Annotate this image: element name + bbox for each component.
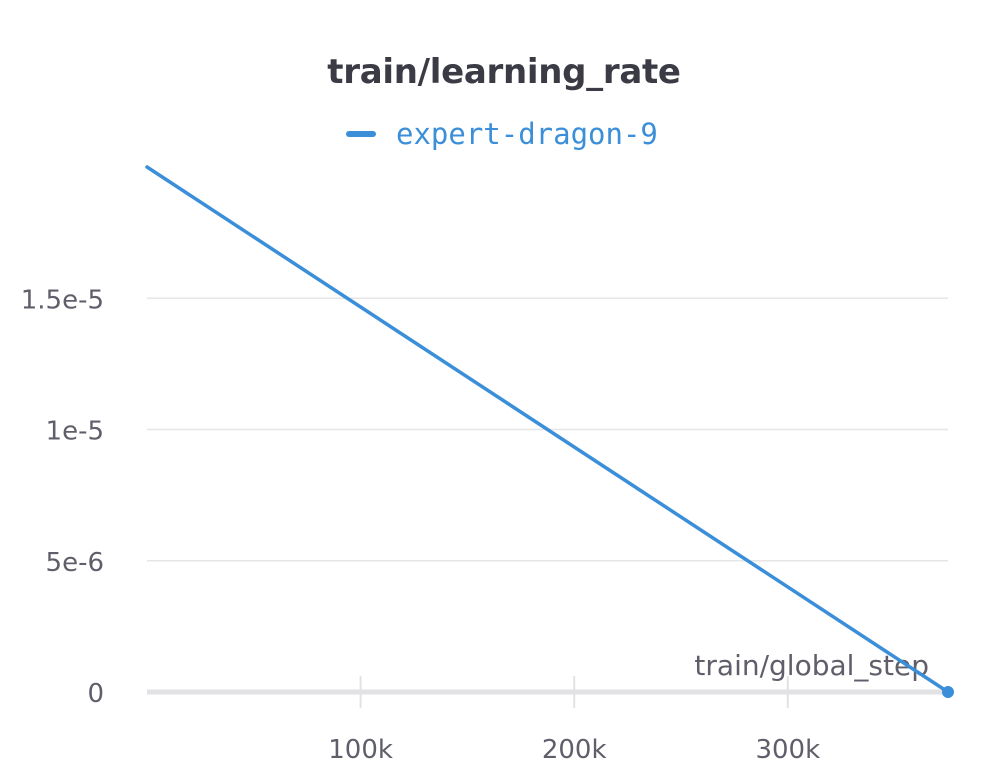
legend-swatch-icon xyxy=(346,131,376,137)
x-tick-label: 100k xyxy=(328,735,393,765)
x-tick-label: 200k xyxy=(542,735,607,765)
x-tick-label: 300k xyxy=(755,735,820,765)
legend[interactable]: expert-dragon-9 xyxy=(346,116,658,152)
y-tick-label: 1.5e-5 xyxy=(21,285,104,315)
x-axis-label: train/global_step xyxy=(694,649,929,682)
legend-label: expert-dragon-9 xyxy=(396,117,658,151)
y-tick-label: 0 xyxy=(87,679,104,709)
series-line xyxy=(145,165,950,694)
series-end-point xyxy=(942,686,954,698)
y-tick-label: 1e-5 xyxy=(46,417,104,447)
y-tick-label: 5e-6 xyxy=(46,548,104,578)
chart-title: train/learning_rate xyxy=(327,52,681,92)
